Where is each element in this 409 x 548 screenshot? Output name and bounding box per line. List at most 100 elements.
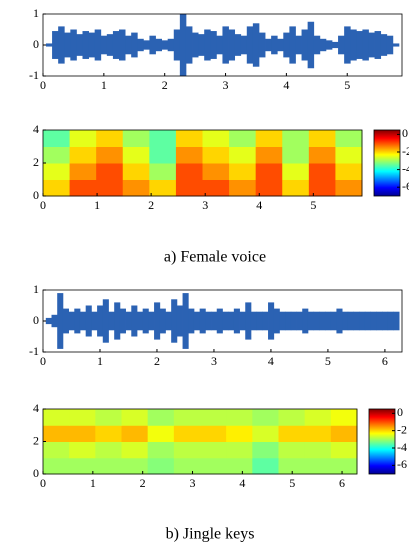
- x-tick-label: 6: [382, 354, 388, 368]
- x-tick-label: 4: [239, 476, 245, 490]
- heatmap-cell: [335, 146, 363, 164]
- x-tick-label: 0: [40, 354, 46, 368]
- waveform-segment: [222, 26, 229, 64]
- waveform-segment: [199, 308, 206, 334]
- waveform-segment: [131, 32, 138, 58]
- heatmap-cell: [330, 441, 358, 459]
- waveform-segment: [91, 311, 98, 331]
- heatmap-cell: [226, 441, 253, 459]
- y-tick-label: 2: [33, 155, 39, 169]
- waveform-segment: [88, 32, 96, 58]
- waveform-segment: [148, 311, 155, 331]
- waveform-segment: [336, 308, 343, 334]
- waveform-segment: [222, 311, 229, 331]
- waveform-segment: [185, 26, 193, 64]
- waveform-segment: [228, 311, 235, 331]
- waveform-segment: [216, 35, 223, 55]
- waveform-segment: [205, 311, 212, 331]
- waveform-segment: [192, 32, 199, 58]
- waveform-segment: [393, 311, 400, 331]
- heatmap-cell: [282, 130, 310, 147]
- waveform-segment: [142, 308, 149, 334]
- waveform-segment: [198, 34, 205, 56]
- waveform-segment: [285, 311, 292, 331]
- waveform-segment: [193, 311, 201, 331]
- x-tick-label: 2: [140, 476, 146, 490]
- waveform-segment: [370, 311, 377, 331]
- x-tick-label: 1: [94, 198, 100, 212]
- waveform-segment: [374, 31, 382, 59]
- heatmap-cell: [95, 425, 122, 442]
- heatmap-cell: [43, 441, 70, 459]
- waveform-segment: [57, 293, 64, 349]
- heatmap-cell: [335, 179, 363, 197]
- y-tick-label: 2: [33, 433, 39, 447]
- waveform-segment: [171, 299, 178, 343]
- heatmap-cell: [122, 163, 150, 180]
- heatmap-cell: [69, 146, 97, 164]
- heatmap-cell: [69, 425, 96, 442]
- waveform-segment: [387, 311, 394, 331]
- heatmap-cell: [226, 457, 253, 475]
- colorbar-tick-label: 0: [402, 126, 408, 140]
- heatmap-cell: [282, 179, 310, 197]
- waveform-segment: [368, 32, 375, 58]
- waveform-segment: [154, 302, 161, 340]
- heatmap-cell: [149, 130, 177, 147]
- waveform-segment: [108, 311, 115, 331]
- colorbar-tick-label: 0: [397, 405, 403, 419]
- waveform-segment: [382, 311, 389, 331]
- heatmap-cell: [147, 457, 175, 475]
- heatmap-cell: [200, 425, 227, 442]
- heatmap-cell: [43, 457, 70, 475]
- heatmap-cell: [335, 130, 363, 147]
- colorbar-tick-label: -4: [397, 440, 407, 454]
- waveform-segment: [179, 14, 187, 76]
- heatmap-cell: [175, 163, 203, 180]
- x-tick-label: 2: [154, 354, 160, 368]
- y-tick-label: 0: [33, 466, 39, 480]
- waveform-segment: [97, 305, 104, 337]
- heatmap-cell: [95, 441, 122, 459]
- heatmap-cell: [278, 409, 306, 426]
- x-tick-label: 0: [40, 78, 46, 92]
- heatmap-cell: [121, 425, 149, 442]
- waveform-segment: [359, 311, 366, 331]
- waveform-segment: [313, 35, 321, 55]
- heatmap-cell: [69, 163, 97, 180]
- waveform-segment: [161, 40, 169, 50]
- waveform-segment: [289, 26, 296, 64]
- waveform-segment: [136, 311, 144, 331]
- heatmap-cell: [149, 179, 177, 197]
- x-tick-label: 1: [101, 78, 107, 92]
- waveform-segment: [79, 311, 87, 331]
- heatmap-cell: [147, 409, 175, 426]
- waveform-segment: [301, 29, 309, 61]
- waveform-segment: [331, 41, 339, 49]
- x-tick-label: 4: [268, 354, 274, 368]
- waveform-segment: [250, 311, 258, 331]
- x-tick-label: 5: [289, 476, 295, 490]
- heatmap-cell: [175, 179, 203, 197]
- waveform-segment: [228, 29, 236, 61]
- waveform-segment: [62, 308, 69, 334]
- x-tick-label: 5: [325, 354, 331, 368]
- waveform-segment: [233, 308, 240, 334]
- heatmap-cell: [96, 146, 124, 164]
- heatmap-cell: [282, 146, 310, 164]
- waveform-segment: [295, 35, 302, 55]
- heatmap-cell: [308, 130, 336, 147]
- waveform-segment: [344, 26, 351, 64]
- heatmap-cell: [202, 146, 230, 164]
- heatmap-cell: [252, 425, 279, 442]
- heatmap-cell: [147, 425, 175, 442]
- heatmap-cell: [278, 457, 306, 475]
- waveform-segment: [114, 302, 121, 340]
- heatmap-cell: [121, 409, 149, 426]
- x-tick-label: 0: [40, 476, 46, 490]
- waveform-segment: [356, 31, 363, 59]
- waveform-segment: [82, 31, 89, 59]
- waveform-segment: [342, 311, 349, 331]
- y-tick-label: -1: [29, 68, 39, 82]
- waveform-segment: [347, 311, 354, 331]
